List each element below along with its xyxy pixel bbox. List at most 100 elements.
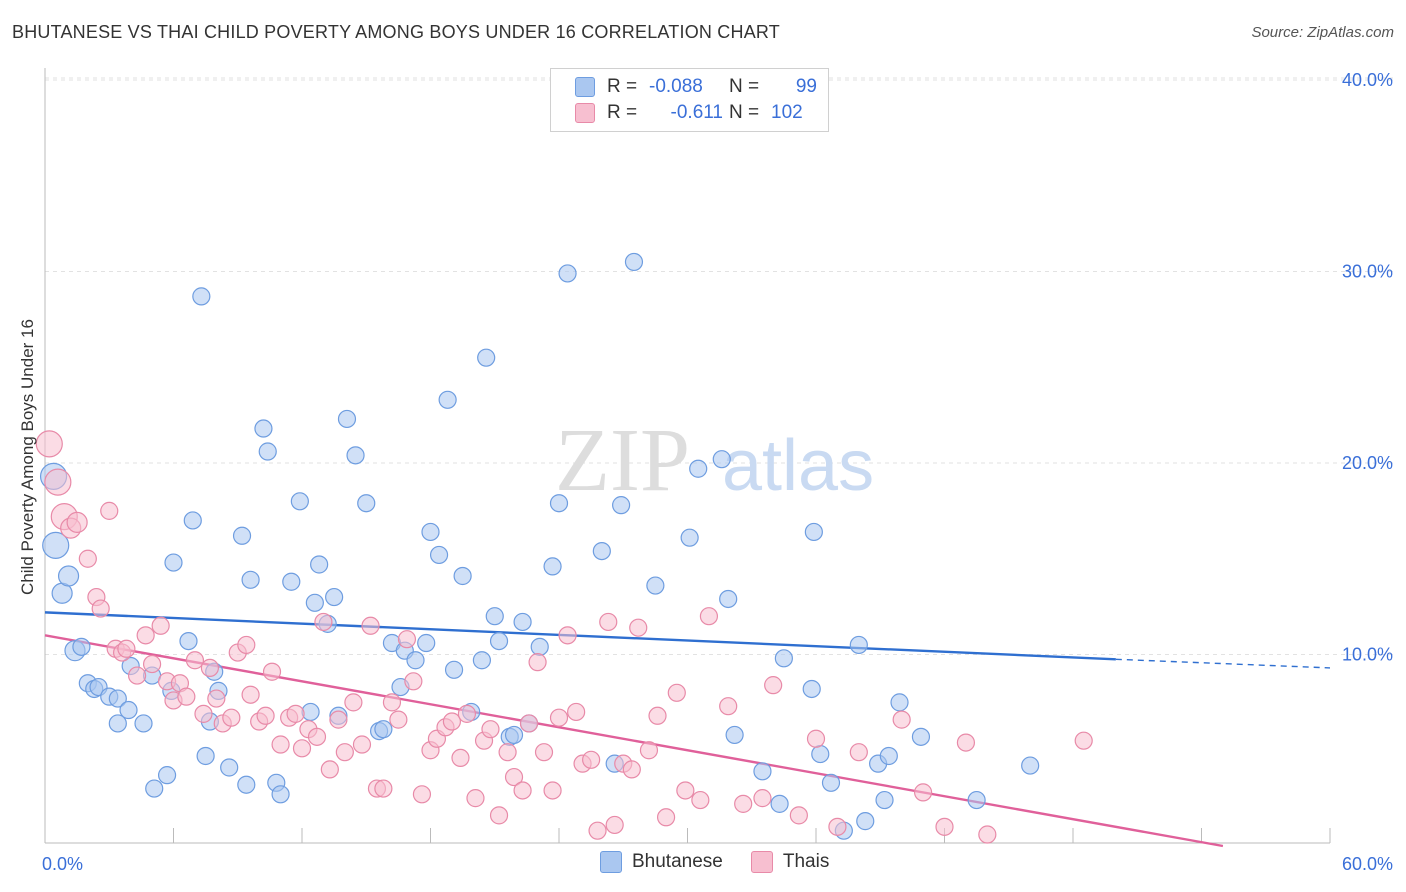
trend-lines [44, 611, 1331, 848]
bhutanese-point [108, 714, 127, 733]
thais-point [558, 626, 577, 645]
thais-point [136, 626, 155, 645]
bhutanese-point [504, 725, 524, 745]
thais-point [605, 815, 624, 835]
thais-point [892, 710, 911, 729]
thais-point [481, 720, 500, 739]
thais-point [207, 689, 226, 708]
bhutanese-point [406, 651, 425, 670]
bhutanese-point [232, 526, 252, 545]
thais-point [241, 685, 260, 704]
bhutanese-point [1021, 756, 1040, 775]
watermark-atlas: atlas [722, 426, 874, 506]
series-legend-thais[interactable]: Thais [750, 851, 830, 873]
series-legend-bhutanese[interactable]: Bhutanese [600, 851, 723, 873]
thais-point [676, 781, 695, 800]
thais-point [142, 654, 162, 674]
bhutanese-point [108, 689, 127, 708]
thais-point [222, 708, 241, 727]
bhutanese-point [753, 762, 772, 781]
thais-point [622, 760, 641, 779]
thais-point [978, 825, 997, 844]
bhutanese-point [192, 287, 211, 306]
thais-point [262, 662, 282, 681]
thais-point [374, 779, 393, 798]
bhutanese-point [254, 419, 273, 438]
legend-n-value: 102 [771, 102, 803, 123]
bhutanese-point [429, 545, 449, 565]
thais-point [404, 672, 423, 691]
thais-point [271, 735, 290, 754]
thais-point [753, 789, 772, 808]
thais-point [256, 706, 275, 725]
bhutanese-point [258, 442, 277, 461]
thais-point [177, 687, 196, 706]
bhutanese-point [444, 660, 464, 679]
legend-n-label: N = [729, 102, 760, 123]
thais-point [504, 767, 524, 787]
thais-point [352, 735, 372, 754]
series-swatch-bhutanese [600, 851, 622, 873]
legend-r-value: -0.088 [649, 76, 703, 97]
thais-point [639, 741, 659, 760]
bhutanese-point [477, 348, 496, 367]
thais-point [764, 676, 783, 695]
bhutanese-point [821, 773, 841, 792]
legend-row-thais: R = -0.611 N = 102 [575, 101, 807, 125]
bhutanese-point [164, 553, 183, 572]
thais-point [389, 710, 408, 729]
thais-point [66, 511, 88, 533]
thais-point [599, 612, 618, 632]
bhutanese-point [513, 612, 532, 632]
legend-swatch-thais [575, 103, 595, 123]
bhutanese-point [725, 725, 744, 745]
bhutanese-point [890, 693, 909, 712]
bhutanese-point [241, 570, 260, 589]
bhutanese-point [549, 494, 569, 513]
bhutanese-point [875, 790, 894, 810]
thais-point [719, 697, 738, 716]
thais-point [457, 704, 477, 723]
thais-point [582, 750, 601, 769]
legend-r-label: R = [607, 76, 638, 97]
y-tick-label: 20.0% [1342, 453, 1393, 473]
bhutanese-point [558, 264, 577, 283]
series-label-thais: Thais [782, 851, 830, 872]
thais-point [91, 599, 110, 618]
thais-point [314, 612, 333, 632]
bhutanese-point [196, 746, 215, 766]
bhutanese-trend-line [44, 611, 1116, 661]
bhutanese-point [911, 727, 931, 746]
legend-swatch-bhutanese [575, 77, 595, 97]
thais-point [656, 808, 676, 827]
bhutanese-point [770, 794, 789, 813]
y-tick-label: 40.0% [1342, 70, 1393, 90]
legend-r-value: -0.611 [670, 102, 723, 123]
bhutanese-point [374, 720, 393, 739]
bhutanese-point [57, 565, 80, 587]
bhutanese-point [719, 589, 738, 609]
bhutanese-point [337, 409, 357, 429]
bhutanese-point [489, 631, 509, 651]
bhutanese-point [357, 494, 376, 513]
bhutanese-point [157, 766, 177, 785]
legend-row-bhutanese: R = -0.088 N = 99 [575, 75, 817, 99]
thais-point [699, 607, 719, 626]
bhutanese-point [237, 775, 256, 794]
bhutanese-point [879, 746, 898, 766]
thais-point [329, 710, 348, 729]
thais-point [320, 760, 339, 779]
thais-point [543, 781, 562, 800]
grid-lines [45, 77, 1395, 655]
bhutanese-point [310, 555, 329, 574]
series-swatch-thais [750, 851, 773, 873]
thais-point [913, 783, 933, 802]
bhutanese-point [530, 637, 549, 656]
thais-point [200, 658, 220, 678]
bhutanese-point [417, 633, 436, 653]
thais-point [734, 794, 753, 813]
thais-point [789, 806, 808, 825]
thais-point [307, 727, 327, 746]
series-label-bhutanese: Bhutanese [632, 851, 723, 872]
thais-point [382, 693, 402, 712]
